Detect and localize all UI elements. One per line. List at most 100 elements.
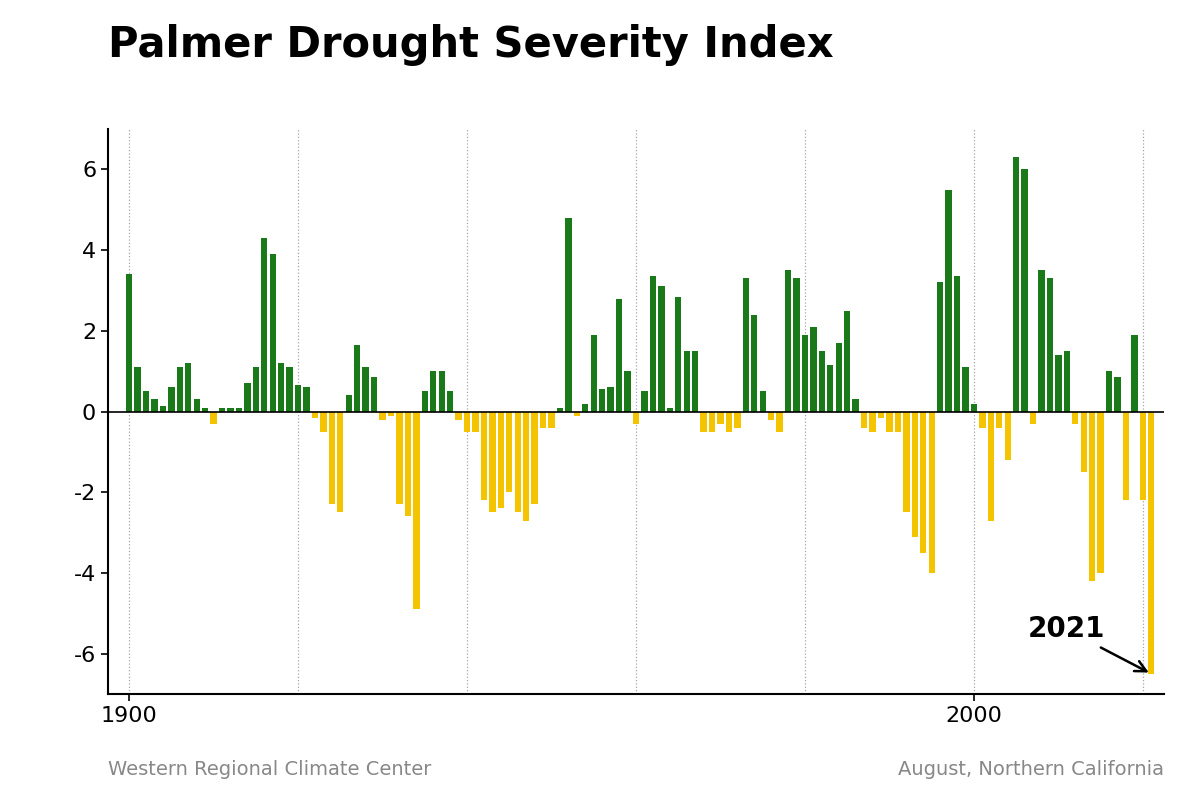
Bar — [464, 412, 470, 432]
Bar — [996, 412, 1002, 428]
Bar — [1132, 335, 1138, 412]
Bar — [1106, 371, 1112, 412]
Bar — [776, 412, 782, 432]
Bar — [649, 276, 656, 412]
Bar — [185, 363, 192, 412]
Bar — [785, 270, 791, 412]
Bar — [446, 391, 454, 412]
Bar — [878, 412, 884, 418]
Bar — [379, 412, 385, 420]
Bar — [869, 412, 876, 432]
Bar — [1030, 412, 1037, 424]
Bar — [151, 399, 157, 412]
Bar — [210, 412, 217, 424]
Bar — [1098, 412, 1104, 573]
Bar — [362, 367, 368, 412]
Bar — [126, 274, 132, 412]
Bar — [421, 391, 428, 412]
Bar — [971, 404, 977, 412]
Bar — [641, 391, 648, 412]
Bar — [235, 408, 242, 412]
Bar — [962, 367, 968, 412]
Bar — [287, 367, 293, 412]
Bar — [827, 365, 834, 412]
Bar — [810, 327, 816, 412]
Bar — [1004, 412, 1010, 460]
Bar — [658, 286, 665, 412]
Bar — [523, 412, 529, 521]
Bar — [430, 371, 437, 412]
Bar — [278, 363, 284, 412]
Bar — [490, 412, 496, 512]
Bar — [320, 412, 326, 432]
Bar — [193, 399, 200, 412]
Bar — [1148, 412, 1154, 674]
Bar — [852, 399, 859, 412]
Bar — [134, 367, 140, 412]
Bar — [818, 351, 826, 412]
Bar — [988, 412, 994, 521]
Bar — [684, 351, 690, 412]
Bar — [835, 343, 842, 412]
Text: Palmer Drought Severity Index: Palmer Drought Severity Index — [108, 24, 834, 66]
Bar — [793, 278, 799, 412]
Bar — [632, 412, 640, 424]
Bar — [692, 351, 698, 412]
Bar — [160, 405, 166, 412]
Bar — [270, 254, 276, 412]
Bar — [1123, 412, 1129, 500]
Bar — [438, 371, 445, 412]
Bar — [371, 377, 377, 412]
Bar — [912, 412, 918, 537]
Bar — [802, 335, 808, 412]
Bar — [929, 412, 935, 573]
Bar — [701, 412, 707, 432]
Bar — [768, 412, 774, 420]
Bar — [532, 412, 538, 504]
Bar — [312, 412, 318, 418]
Bar — [1063, 351, 1070, 412]
Bar — [202, 408, 209, 412]
Bar — [1013, 157, 1019, 412]
Bar — [590, 335, 596, 412]
Bar — [388, 412, 394, 416]
Bar — [751, 315, 757, 412]
Bar — [743, 278, 749, 412]
Bar — [676, 296, 682, 412]
Bar — [1038, 270, 1045, 412]
Bar — [709, 412, 715, 432]
Bar — [413, 412, 420, 609]
Bar — [404, 412, 412, 516]
Bar — [624, 371, 631, 412]
Text: August, Northern California: August, Northern California — [898, 759, 1164, 779]
Bar — [168, 387, 174, 412]
Bar — [887, 412, 893, 432]
Bar — [481, 412, 487, 500]
Bar — [1080, 412, 1087, 472]
Bar — [1115, 377, 1121, 412]
Bar — [253, 367, 259, 412]
Bar — [582, 404, 588, 412]
Bar — [844, 311, 851, 412]
Bar — [1090, 412, 1096, 581]
Bar — [734, 412, 740, 428]
Bar — [574, 412, 580, 416]
Bar — [515, 412, 521, 512]
Bar — [506, 412, 512, 492]
Bar — [1072, 412, 1079, 424]
Bar — [346, 395, 352, 412]
Bar — [218, 408, 226, 412]
Bar — [245, 383, 251, 412]
Bar — [860, 412, 868, 428]
Bar — [760, 391, 766, 412]
Bar — [304, 387, 310, 412]
Bar — [337, 412, 343, 512]
Bar — [1021, 169, 1027, 412]
Bar — [904, 412, 910, 512]
Bar — [946, 190, 952, 412]
Bar — [565, 218, 571, 412]
Bar — [396, 412, 403, 504]
Bar — [920, 412, 926, 553]
Bar — [667, 408, 673, 412]
Bar — [607, 387, 614, 412]
